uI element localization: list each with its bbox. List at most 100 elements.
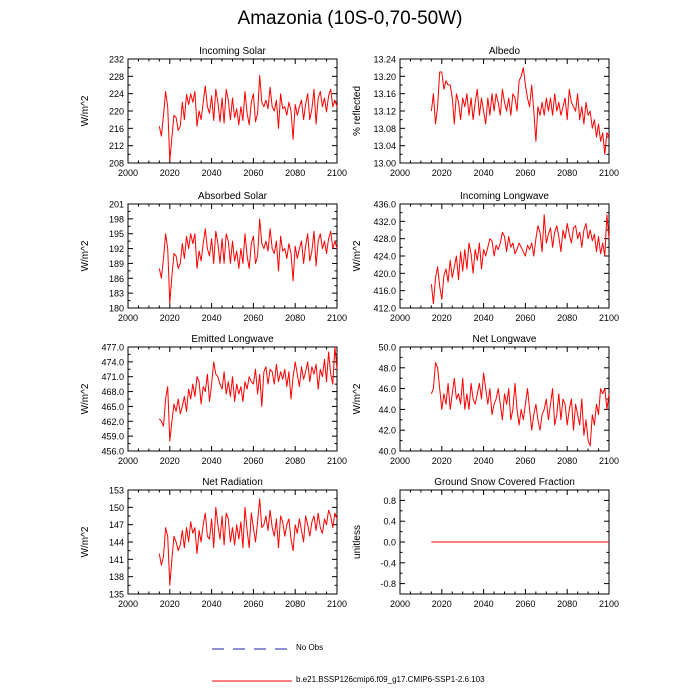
ground-snow-covered-fraction-xtick-label: 2060 [515,599,535,609]
incoming-longwave-ytick-label: 424.0 [373,252,396,262]
emitted-longwave-ytick-label: 474.0 [101,357,124,367]
ground-snow-covered-fraction-xtick-label: 2100 [599,599,619,609]
emitted-longwave-ytick-label: 459.0 [101,432,124,442]
albedo-plot-frame [399,58,610,164]
emitted-longwave-xtick-label: 2000 [118,456,138,466]
albedo-xtick-label: 2040 [474,168,494,178]
absorbed-solar-ytick-label: 198 [109,214,124,224]
emitted-longwave-ytick-label: 465.0 [101,402,124,412]
incoming-solar-series-line [158,75,338,162]
incoming-longwave-ytick-label: 436.0 [373,200,396,210]
absorbed-solar-ytick-label: 180 [109,304,124,314]
emitted-longwave-series-line [158,346,338,442]
emitted-longwave-plot-frame [127,346,338,452]
net-radiation-plot-frame [127,489,338,595]
incoming-solar-xtick-label: 2020 [160,168,180,178]
incoming-solar-xtick-label: 2000 [118,168,138,178]
net-radiation-xtick-label: 2060 [243,599,263,609]
net-radiation-title: Net Radiation [202,477,263,488]
absorbed-solar-ytick-label: 183 [109,289,124,299]
albedo-xtick-label: 2100 [599,168,619,178]
panel-incoming-longwave: Incoming Longwave W/m^2 2000 2020 2040 2060 20… [352,191,619,323]
panel-ground-snow-covered-fraction: Ground Snow Covered Fraction unitless 2000… [352,477,619,609]
albedo-title: Albedo [489,46,521,57]
albedo-ytick-label: 13.24 [373,55,396,65]
incoming-longwave-xtick-label: 2060 [515,313,535,323]
ground-snow-covered-fraction-ytick-label: -0.8 [380,579,396,589]
incoming-longwave-xtick-label: 2000 [390,313,410,323]
net-longwave-series-line [430,362,610,447]
albedo-ytick-label: 13.04 [373,141,396,151]
incoming-solar-xtick-label: 2080 [285,168,305,178]
absorbed-solar-ytick-label: 195 [109,229,124,239]
emitted-longwave-ytick-label: 462.0 [101,417,124,427]
albedo-series-line [430,67,610,155]
ground-snow-covered-fraction-xtick-label: 2000 [390,599,410,609]
net-longwave-ytick-label: 40.0 [378,447,396,457]
net-radiation-ytick-label: 135 [109,590,124,600]
incoming-solar-plot-frame [127,58,338,164]
ground-snow-covered-fraction-ytick-label: 0.4 [383,517,396,527]
net-radiation-xtick-label: 2020 [160,599,180,609]
absorbed-solar-ytick-label: 201 [109,200,124,210]
albedo-xtick-label: 2000 [390,168,410,178]
emitted-longwave-ytick-label: 471.0 [101,372,124,382]
panel-absorbed-solar: Absorbed Solar W/m^2 2000 2020 2040 2060 2080 2… [80,191,347,323]
albedo-ytick-label: 13.00 [373,159,396,169]
net-radiation-series-line [158,498,338,586]
emitted-longwave-ylabel: W/m^2 [80,383,91,414]
panel-emitted-longwave: Emitted Longwave W/m^2 2000 2020 2040 2060 208… [80,334,347,466]
albedo-ytick-label: 13.12 [373,107,396,117]
incoming-solar-xtick-label: 2060 [243,168,263,178]
incoming-solar-ytick-label: 220 [109,107,124,117]
incoming-solar-ytick-label: 232 [109,55,124,65]
net-longwave-ytick-label: 50.0 [378,343,396,353]
emitted-longwave-xtick-label: 2060 [243,456,263,466]
incoming-longwave-xtick-label: 2080 [557,313,577,323]
absorbed-solar-xtick-label: 2060 [243,313,263,323]
net-radiation-ylabel: W/m^2 [80,526,91,557]
incoming-solar-ytick-label: 224 [109,89,124,99]
emitted-longwave-title: Emitted Longwave [191,334,274,345]
figure-title: Amazonia (10S-0,70-50W) [237,8,463,29]
absorbed-solar-plot-frame [127,203,338,309]
net-longwave-ytick-label: 44.0 [378,405,396,415]
albedo-xtick-label: 2020 [432,168,452,178]
albedo-ylabel: % reflected [352,86,363,136]
absorbed-solar-xtick-label: 2100 [327,313,347,323]
ground-snow-covered-fraction-xtick-label: 2080 [557,599,577,609]
incoming-longwave-xtick-label: 2040 [474,313,494,323]
incoming-longwave-ytick-label: 428.0 [373,234,396,244]
emitted-longwave-xtick-label: 2080 [285,456,305,466]
absorbed-solar-xtick-label: 2040 [202,313,222,323]
albedo-ytick-label: 13.16 [373,89,396,99]
albedo-xtick-label: 2080 [557,168,577,178]
net-longwave-ytick-label: 42.0 [378,426,396,436]
incoming-longwave-ytick-label: 416.0 [373,286,396,296]
panel-albedo: Albedo % reflected 2000 2020 2040 2060 2080 210… [352,46,619,178]
net-radiation-ytick-label: 147 [109,520,124,530]
incoming-longwave-ytick-label: 420.0 [373,269,396,279]
net-longwave-xtick-label: 2100 [599,456,619,466]
net-radiation-ytick-label: 150 [109,503,124,513]
panel-net-radiation: Net Radiation W/m^2 2000 2020 2040 2060 2080 21… [80,477,347,609]
incoming-longwave-xtick-label: 2020 [432,313,452,323]
net-longwave-xtick-label: 2040 [474,456,494,466]
net-radiation-ytick-label: 144 [109,538,124,548]
incoming-longwave-ytick-label: 432.0 [373,217,396,227]
absorbed-solar-ytick-label: 189 [109,259,124,269]
incoming-longwave-ylabel: W/m^2 [352,240,363,271]
emitted-longwave-ytick-label: 468.0 [101,387,124,397]
ground-snow-covered-fraction-title: Ground Snow Covered Fraction [434,477,575,488]
ground-snow-covered-fraction-xtick-label: 2020 [432,599,452,609]
legend-obs-swatch [212,648,292,650]
absorbed-solar-xtick-label: 2020 [160,313,180,323]
ground-snow-covered-fraction-ytick-label: -0.4 [380,558,396,568]
net-radiation-ytick-label: 138 [109,572,124,582]
net-longwave-xtick-label: 2060 [515,456,535,466]
absorbed-solar-ylabel: W/m^2 [80,240,91,271]
panel-net-longwave: Net Longwave W/m^2 2000 2020 2040 2060 2080 210… [352,334,619,466]
legend-model-label: b.e21.BSSP126cmip6.f09_g17.CMIP6-SSP1-2.… [296,675,485,684]
net-longwave-title: Net Longwave [473,334,537,345]
